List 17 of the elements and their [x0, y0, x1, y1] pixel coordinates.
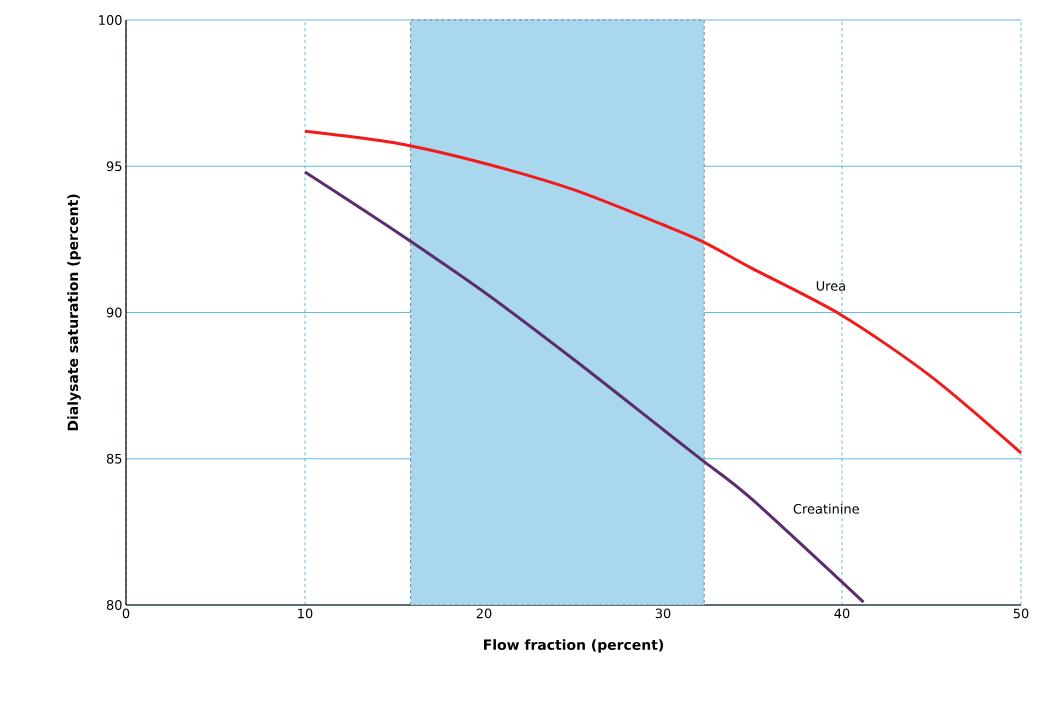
y-axis-title: Dialysate saturation (percent): [67, 194, 81, 431]
series-label: Urea: [816, 281, 845, 291]
line-series: [303, 129, 1023, 455]
x-tick-label: 50: [1013, 608, 1029, 619]
x-tick-label: 0: [122, 608, 130, 619]
x-tick-label: 20: [476, 608, 492, 619]
x-tick-label: 10: [298, 608, 313, 619]
series-label: Creatinine: [793, 503, 859, 514]
line-series: [303, 170, 865, 604]
x-tick-label: 40: [834, 608, 850, 619]
x-axis-title: Flow fraction (percent): [484, 639, 664, 653]
y-tick-label: 90: [106, 307, 122, 318]
y-tick-label: 95: [106, 161, 122, 172]
x-tick-label: 30: [655, 608, 671, 619]
y-tick-label: 85: [106, 453, 122, 464]
y-tick-label: 100: [99, 15, 122, 25]
y-tick-label: 80: [106, 600, 122, 610]
